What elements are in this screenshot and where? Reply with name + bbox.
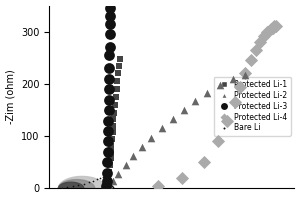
Point bbox=[110, 137, 114, 140]
Point bbox=[261, 34, 266, 37]
Point bbox=[100, 175, 105, 179]
Point bbox=[170, 117, 175, 121]
Point bbox=[238, 85, 242, 88]
Point bbox=[270, 26, 275, 29]
Polygon shape bbox=[58, 176, 106, 188]
Point bbox=[268, 27, 273, 31]
Point bbox=[105, 161, 110, 164]
Point bbox=[104, 179, 109, 182]
Point bbox=[104, 175, 109, 179]
Point bbox=[123, 163, 128, 167]
Point bbox=[106, 88, 111, 91]
Point bbox=[108, 22, 112, 25]
Point bbox=[98, 176, 103, 180]
Point bbox=[110, 179, 115, 182]
Point bbox=[110, 130, 115, 134]
Point bbox=[117, 64, 122, 67]
Polygon shape bbox=[58, 182, 84, 188]
Point bbox=[109, 183, 113, 186]
Point bbox=[116, 72, 121, 75]
Point bbox=[105, 171, 110, 174]
Point bbox=[106, 140, 110, 143]
Point bbox=[105, 176, 110, 180]
Point bbox=[112, 103, 117, 106]
Point bbox=[94, 177, 99, 181]
Point bbox=[192, 100, 197, 103]
Point bbox=[257, 41, 262, 44]
Point bbox=[274, 24, 279, 28]
Point bbox=[107, 67, 112, 70]
Point bbox=[201, 161, 206, 164]
Legend: Protected Li-1, Protected Li-2, Protected Li-3, Protected Li-4, Bare Li: Protected Li-1, Protected Li-2, Protecte… bbox=[214, 77, 291, 136]
Point bbox=[181, 108, 186, 112]
Y-axis label: -Zim (ohm): -Zim (ohm) bbox=[6, 70, 16, 124]
Point bbox=[107, 33, 112, 36]
Point bbox=[70, 185, 75, 188]
Point bbox=[230, 77, 235, 80]
Point bbox=[114, 88, 119, 91]
Point bbox=[106, 98, 111, 101]
Point bbox=[105, 150, 110, 153]
Point bbox=[87, 181, 92, 184]
Point bbox=[108, 14, 112, 18]
Point bbox=[81, 182, 86, 185]
Point bbox=[118, 57, 122, 60]
Point bbox=[243, 72, 248, 75]
Point bbox=[107, 184, 112, 187]
Point bbox=[148, 136, 153, 139]
Point bbox=[254, 48, 259, 52]
Point bbox=[265, 30, 270, 33]
Point bbox=[272, 25, 277, 28]
Point bbox=[109, 144, 114, 147]
Point bbox=[160, 127, 164, 130]
Point bbox=[107, 180, 112, 183]
Point bbox=[107, 170, 112, 173]
Point bbox=[106, 108, 111, 112]
Point bbox=[109, 150, 113, 153]
Point bbox=[248, 59, 253, 62]
Point bbox=[76, 184, 81, 187]
Point bbox=[106, 129, 111, 133]
Point bbox=[116, 172, 121, 175]
Point bbox=[108, 182, 112, 185]
Point bbox=[102, 175, 107, 178]
Point bbox=[130, 154, 135, 158]
Point bbox=[112, 111, 116, 114]
Point bbox=[140, 145, 144, 148]
Point bbox=[107, 46, 112, 49]
Point bbox=[106, 176, 111, 180]
Point bbox=[111, 117, 116, 121]
Point bbox=[115, 80, 120, 83]
Point bbox=[105, 181, 110, 184]
Point bbox=[205, 91, 210, 94]
Point bbox=[108, 163, 112, 167]
Point bbox=[104, 184, 109, 187]
Point bbox=[225, 119, 230, 122]
Point bbox=[113, 95, 118, 99]
Point bbox=[156, 184, 161, 187]
Point bbox=[107, 77, 112, 80]
Point bbox=[103, 184, 108, 187]
Polygon shape bbox=[58, 180, 95, 188]
Point bbox=[218, 83, 222, 87]
Point bbox=[108, 157, 113, 160]
Point bbox=[110, 124, 115, 127]
Point bbox=[107, 54, 112, 57]
Point bbox=[179, 176, 184, 180]
Point bbox=[106, 178, 111, 181]
Point bbox=[108, 7, 113, 10]
Point bbox=[110, 186, 115, 189]
Point bbox=[65, 186, 70, 189]
Point bbox=[60, 186, 64, 190]
Point bbox=[110, 185, 114, 188]
Point bbox=[91, 179, 95, 182]
Point bbox=[243, 73, 248, 76]
Point bbox=[216, 140, 220, 143]
Point bbox=[232, 101, 237, 104]
Point bbox=[106, 119, 111, 122]
